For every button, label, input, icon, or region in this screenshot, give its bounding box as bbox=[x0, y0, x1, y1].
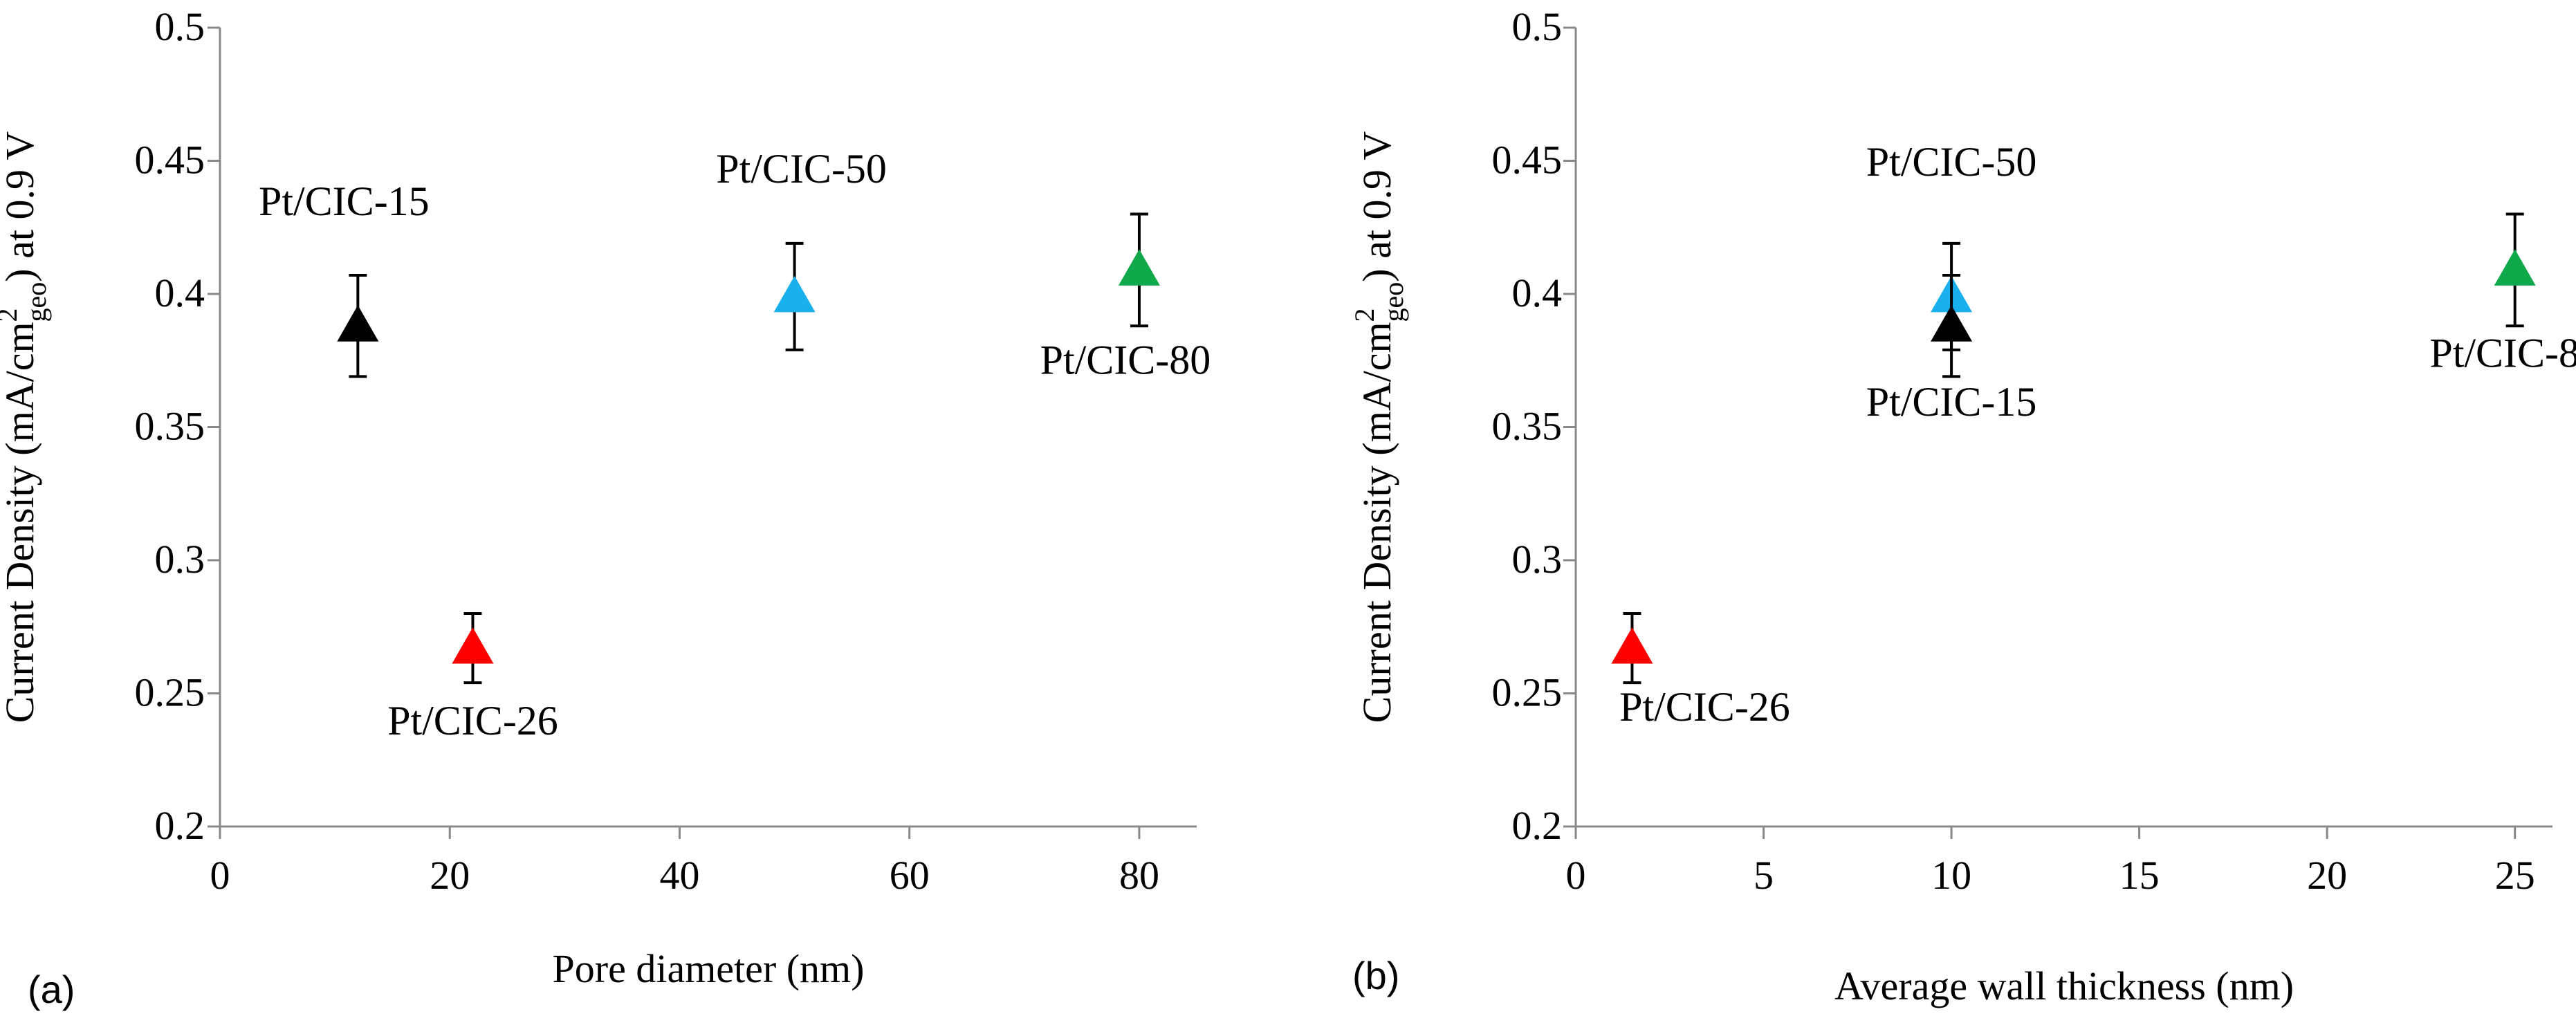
x-tick-label: 60 bbox=[890, 853, 930, 898]
y-tick-label: 0.35 bbox=[135, 404, 205, 449]
x-tick-label: 10 bbox=[1931, 853, 1971, 898]
point-marker-pt-cic-80 bbox=[2494, 249, 2536, 286]
point-label-pt-cic-80: Pt/CIC-80 bbox=[1040, 337, 1211, 382]
point-label-pt-cic-50: Pt/CIC-50 bbox=[1866, 139, 2037, 185]
panel-label: (a) bbox=[28, 968, 75, 1011]
x-axis-title: Average wall thickness (nm) bbox=[1834, 963, 2294, 1008]
y-tick-label: 0.45 bbox=[135, 138, 205, 183]
point-label-pt-cic-26: Pt/CIC-26 bbox=[387, 698, 558, 744]
point-label-pt-cic-15: Pt/CIC-15 bbox=[1866, 379, 2037, 425]
x-tick-label: 20 bbox=[2307, 853, 2347, 898]
point-label-pt-cic-15: Pt/CIC-15 bbox=[259, 178, 430, 224]
x-axis-title: Pore diameter (nm) bbox=[553, 946, 865, 991]
y-tick-label: 0.45 bbox=[1492, 138, 1563, 183]
y-tick-label: 0.4 bbox=[155, 270, 205, 315]
y-axis-title-part: ) at 0.9 V bbox=[1354, 131, 1399, 282]
x-tick-label: 5 bbox=[1754, 853, 1774, 898]
x-tick-label: 20 bbox=[430, 853, 470, 898]
chart-panel-1: 0.2 0.25 0.3 0.35 0.4 0.45 0.5 0 20 40 60 80 Pore di… bbox=[0, 4, 1211, 1011]
point-label-pt-cic-50: Pt/CIC-50 bbox=[716, 146, 887, 192]
y-tick-label: 0.5 bbox=[155, 4, 205, 49]
y-tick-label: 0.3 bbox=[1512, 537, 1563, 582]
point-marker-pt-cic-26 bbox=[452, 627, 494, 664]
y-axis-title-part: ) at 0.9 V bbox=[0, 131, 42, 282]
y-axis-title-sub: geo bbox=[21, 282, 52, 322]
y-tick-label: 0.35 bbox=[1492, 404, 1563, 449]
y-axis-title: Current Density (mA/cm2geo) at 0.9 V bbox=[1349, 131, 1409, 723]
point-marker-pt-cic-50 bbox=[773, 275, 816, 313]
y-tick-label: 0.25 bbox=[1492, 670, 1563, 715]
y-axis-title-sup: 2 bbox=[1349, 308, 1380, 322]
y-tick-label: 0.5 bbox=[1512, 4, 1563, 49]
x-tick-label: 80 bbox=[1119, 853, 1159, 898]
y-tick-label: 0.4 bbox=[1512, 270, 1563, 315]
x-tick-label: 0 bbox=[210, 853, 230, 898]
point-marker-pt-cic-80 bbox=[1118, 249, 1160, 286]
y-tick-label: 0.3 bbox=[155, 537, 205, 582]
y-axis-title-sup: 2 bbox=[0, 308, 23, 322]
point-marker-pt-cic-15 bbox=[1931, 305, 1973, 342]
y-axis-title-part: Current Density (mA/cm bbox=[0, 322, 42, 723]
panel-label: (b) bbox=[1352, 954, 1399, 997]
y-tick-label: 0.25 bbox=[135, 670, 205, 715]
point-marker-pt-cic-26 bbox=[1611, 627, 1653, 664]
x-tick-label: 0 bbox=[1566, 853, 1586, 898]
x-tick-label: 40 bbox=[659, 853, 699, 898]
point-label-pt-cic-26: Pt/CIC-26 bbox=[1619, 684, 1790, 730]
chart-panel-2: 0.2 0.25 0.3 0.35 0.4 0.45 0.5 0 5 10 15 20 25 Averag… bbox=[1349, 4, 2576, 1008]
y-axis-title-sub: geo bbox=[1378, 282, 1409, 322]
y-axis-title: Current Density (mA/cm2geo) at 0.9 V bbox=[0, 131, 52, 723]
y-tick-label: 0.2 bbox=[1512, 803, 1563, 848]
y-axis-title-part: Current Density (mA/cm bbox=[1354, 322, 1399, 723]
y-tick-label: 0.2 bbox=[155, 803, 205, 848]
x-tick-label: 25 bbox=[2495, 853, 2535, 898]
point-marker-pt-cic-15 bbox=[337, 305, 379, 342]
x-tick-label: 15 bbox=[2119, 853, 2160, 898]
point-label-pt-cic-80: Pt/CIC-80 bbox=[2429, 330, 2576, 376]
